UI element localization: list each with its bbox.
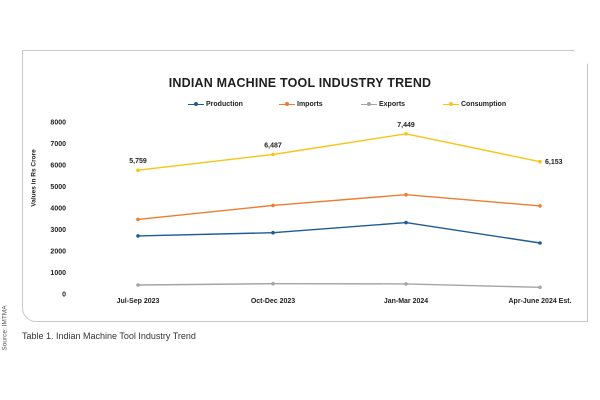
data-point-production bbox=[538, 241, 542, 245]
data-point-consumption bbox=[404, 132, 408, 136]
data-label: 6,153 bbox=[545, 159, 563, 166]
series-line-production bbox=[137, 221, 541, 244]
legend-item-consumption: Consumption bbox=[443, 101, 506, 108]
series-line-consumption bbox=[137, 133, 541, 171]
data-point-consumption bbox=[271, 152, 275, 157]
data-point-imports bbox=[136, 217, 140, 222]
chart-card bbox=[22, 50, 588, 322]
legend-swatch bbox=[361, 102, 377, 106]
data-point-production bbox=[136, 234, 140, 238]
legend-item-exports: Exports bbox=[361, 101, 405, 108]
x-tick-label: Apr-June 2024 Est. bbox=[508, 298, 571, 305]
data-point-consumption bbox=[538, 159, 542, 164]
y-tick-label: 7000 bbox=[50, 141, 66, 148]
y-tick-label: 3000 bbox=[50, 227, 66, 234]
y-tick-label: 5000 bbox=[50, 184, 66, 191]
figure-caption: Table 1. Indian Machine Tool Industry Tr… bbox=[22, 331, 196, 341]
data-point-production bbox=[271, 230, 275, 235]
data-point-imports bbox=[538, 204, 542, 208]
legend-item-imports: Imports bbox=[279, 101, 323, 108]
legend-label: Consumption bbox=[461, 101, 507, 108]
y-tick-label: 4000 bbox=[50, 206, 66, 213]
legend-item-production: Production bbox=[188, 101, 243, 108]
chart-title: INDIAN MACHINE TOOL INDUSTRY TREND bbox=[168, 76, 432, 90]
data-label: 6,487 bbox=[264, 143, 282, 150]
data-point-exports bbox=[404, 282, 408, 286]
source-note: Source: IMTMA bbox=[1, 305, 9, 351]
data-label: 7,449 bbox=[397, 122, 415, 129]
y-tick-label: 8000 bbox=[50, 120, 66, 127]
legend-swatch bbox=[443, 102, 459, 106]
data-point-exports bbox=[136, 283, 140, 287]
x-tick-label: Jan-Mar 2024 bbox=[384, 298, 428, 305]
series-line-imports bbox=[137, 193, 541, 221]
series-line-exports bbox=[137, 283, 541, 288]
legend-label: Production bbox=[206, 101, 243, 108]
data-label: 5,759 bbox=[129, 158, 147, 165]
chart-legend: Production Imports Exports Consumption bbox=[0, 101, 600, 113]
data-point-exports bbox=[538, 285, 542, 290]
x-tick-label: Jul-Sep 2023 bbox=[117, 298, 160, 305]
x-tick-label: Oct-Dec 2023 bbox=[251, 298, 295, 305]
data-point-imports bbox=[271, 203, 275, 208]
y-tick-label: 0 bbox=[62, 292, 66, 299]
legend-label: Exports bbox=[379, 101, 406, 108]
legend-swatch bbox=[279, 102, 295, 106]
y-tick-label: 1000 bbox=[50, 270, 66, 277]
y-tick-label: 2000 bbox=[50, 249, 66, 256]
data-point-production bbox=[404, 220, 408, 225]
y-tick-label: 6000 bbox=[50, 163, 66, 170]
legend-swatch bbox=[188, 102, 204, 106]
legend-label: Imports bbox=[297, 101, 323, 108]
data-point-imports bbox=[404, 192, 408, 197]
data-point-consumption bbox=[136, 168, 140, 172]
data-point-exports bbox=[271, 281, 275, 286]
